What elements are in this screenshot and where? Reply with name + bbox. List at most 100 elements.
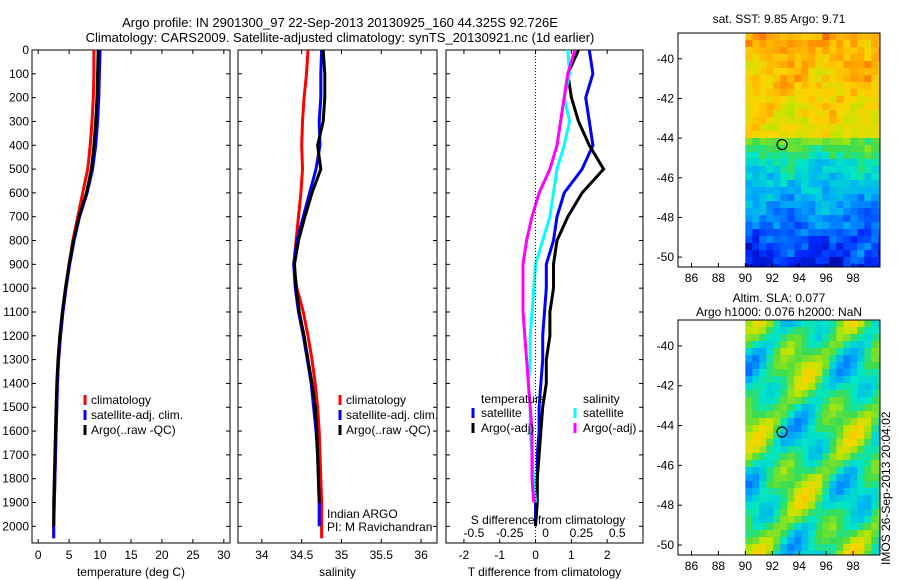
map-cell (864, 355, 872, 363)
map-cell (780, 124, 788, 132)
map-cell (794, 145, 802, 153)
map-cell (752, 201, 760, 209)
map-cell (843, 54, 851, 62)
map-cell (766, 61, 774, 69)
map-cell (864, 264, 872, 268)
map-cell (787, 369, 795, 377)
map-cell (752, 530, 760, 538)
map-cell (766, 341, 774, 349)
map-cell (864, 243, 872, 251)
map-cell (787, 229, 795, 237)
map-cell (773, 222, 781, 230)
map-cell (745, 530, 753, 538)
map-cell (878, 355, 881, 363)
map-cell (822, 355, 830, 363)
map-cell (759, 411, 767, 419)
map-cell (745, 47, 753, 55)
map-cell (780, 236, 788, 244)
map-cell (864, 418, 872, 426)
map-cell (857, 502, 865, 510)
map-cell (843, 89, 851, 97)
map-cell (759, 208, 767, 216)
map-cell (815, 453, 823, 461)
map-cell (766, 257, 774, 265)
map-cell (752, 446, 760, 454)
map-cell (794, 341, 802, 349)
map-cell (794, 348, 802, 356)
map-cell (822, 418, 830, 426)
map-cell (878, 495, 881, 503)
map-cell (759, 194, 767, 202)
map-cell (871, 103, 879, 111)
map-cell (773, 369, 781, 377)
map-cell (864, 103, 872, 111)
depth-tick-label: 1300 (2, 353, 29, 367)
map-cell (864, 33, 872, 41)
x-tick-label: 34.5 (290, 548, 314, 562)
map-cell (780, 327, 788, 335)
map-cell (843, 537, 851, 545)
map-cell (850, 495, 858, 503)
map-cell (801, 187, 809, 195)
map-cell (759, 348, 767, 356)
map-cell (822, 530, 830, 538)
map-cell (850, 145, 858, 153)
map-cell (878, 369, 881, 377)
map-cell (843, 362, 851, 370)
map-cell (794, 264, 802, 268)
map-cell (780, 537, 788, 545)
map-cell (878, 82, 881, 90)
map-cell (759, 222, 767, 230)
map-cell (780, 110, 788, 118)
map-cell (766, 152, 774, 160)
x-tick-label: -2 (459, 548, 470, 562)
map-cell (808, 180, 816, 188)
map-cell (745, 138, 753, 146)
map-cell (780, 418, 788, 426)
map-cell (836, 145, 844, 153)
map-cell (773, 404, 781, 412)
map-cell (801, 152, 809, 160)
map-cell (766, 432, 774, 440)
map-cell (745, 390, 753, 398)
map-cell (857, 341, 865, 349)
map-cell (780, 523, 788, 531)
map-cell (759, 516, 767, 524)
map-cell (836, 341, 844, 349)
map-cell (850, 488, 858, 496)
map-cell (843, 180, 851, 188)
map-cell (766, 495, 774, 503)
map-cell (878, 243, 881, 251)
map-cell (871, 467, 879, 475)
map-cell (843, 544, 851, 552)
map-cell (843, 152, 851, 160)
map-cell (801, 75, 809, 83)
map-cell (773, 383, 781, 391)
map-cell (766, 551, 774, 556)
map-cell (794, 544, 802, 552)
map-cell (815, 488, 823, 496)
map-cell (836, 117, 844, 125)
sst-map-title: sat. SST: 9.85 Argo: 9.71 (713, 12, 846, 26)
map-cell (850, 397, 858, 405)
map-cell (752, 397, 760, 405)
map-cell (871, 236, 879, 244)
map-cell (752, 89, 760, 97)
map-cell (822, 502, 830, 510)
map-cell (780, 495, 788, 503)
map-cell (822, 453, 830, 461)
map-cell (857, 523, 865, 531)
map-cell (836, 537, 844, 545)
map-cell (808, 362, 816, 370)
map-cell (850, 341, 858, 349)
map-cell (752, 229, 760, 237)
map-cell (822, 75, 830, 83)
map-cell (766, 355, 774, 363)
map-cell (815, 75, 823, 83)
map-cell (864, 187, 872, 195)
map-cell (773, 194, 781, 202)
map-cell (773, 502, 781, 510)
map-cell (871, 418, 879, 426)
map-cell (801, 250, 809, 258)
map-x-tick-label: 96 (819, 271, 833, 285)
